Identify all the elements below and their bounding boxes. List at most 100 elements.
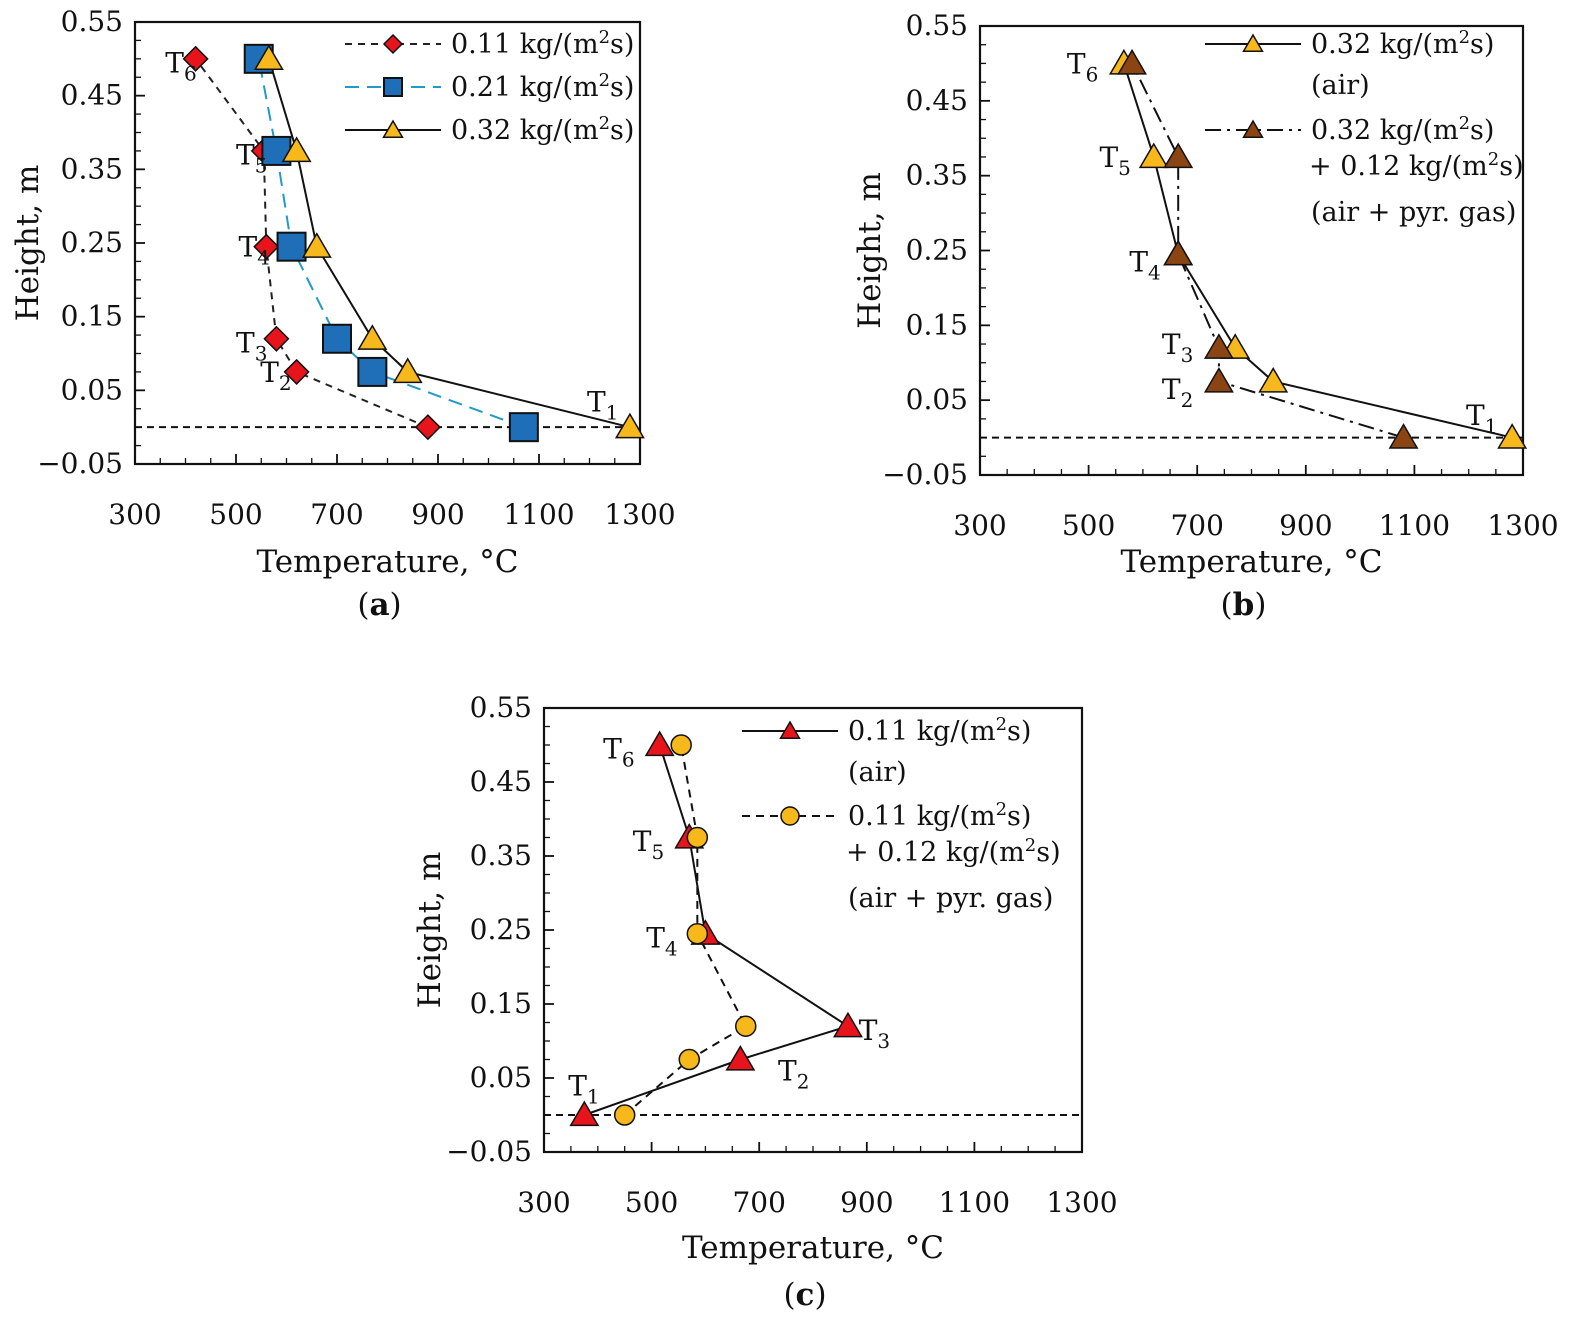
- data-point-series-3: [253, 44, 284, 70]
- legend-label-1-line2: (air): [1311, 70, 1370, 101]
- series-line-3: [267, 58, 631, 429]
- data-point-series-2: [357, 356, 388, 387]
- data-point-series-1: [253, 233, 280, 260]
- y-tick-label: 0.25: [906, 234, 968, 267]
- data-point-series-2: [1203, 333, 1234, 359]
- x-tick-label: 1100: [939, 1186, 1010, 1219]
- x-tick-label: 900: [411, 498, 464, 531]
- y-axis-label: Height, m: [10, 165, 46, 322]
- data-point-series-2: [1203, 366, 1234, 393]
- data-point-series-3: [357, 324, 388, 350]
- chart-panel-b: 0.55 0.45 0.35 0.25 0.15 0.05 −0.05 300 500 700 90…: [852, 9, 1559, 623]
- series-line-1: [1122, 63, 1513, 439]
- y-tick-label: 0.55: [906, 9, 968, 42]
- data-point-series-3: [614, 412, 645, 439]
- x-tick-label: 1300: [1487, 509, 1558, 542]
- y-tick-label: 0.05: [470, 1061, 532, 1094]
- point-label: T6: [603, 733, 634, 772]
- y-tick-label: −0.05: [446, 1135, 532, 1168]
- point-label: T3: [859, 1014, 890, 1053]
- point-label: T6: [165, 47, 196, 86]
- data-point-series-2: [276, 231, 307, 262]
- data-point-series-1: [1138, 142, 1169, 169]
- legend-label-2-line3: (air + pyr. gas): [1311, 197, 1516, 228]
- data-point-series-2: [613, 1104, 636, 1126]
- y-tick-label: −0.05: [882, 458, 968, 491]
- y-axis-label: Height, m: [852, 172, 888, 329]
- x-axis-label: Temperature, °C: [682, 1230, 944, 1266]
- point-label: T2: [1162, 373, 1193, 412]
- data-point-series-2: [670, 734, 692, 756]
- x-tick-label: 300: [517, 1186, 570, 1219]
- legend-label-2: 0.11 kg/(m2s): [848, 799, 1031, 832]
- x-tick-label: 700: [732, 1186, 785, 1219]
- data-point-series-2: [1163, 239, 1194, 266]
- x-tick-label: 500: [625, 1186, 678, 1219]
- data-point-series-1: [833, 1011, 863, 1038]
- y-tick-label: 0.05: [61, 373, 123, 406]
- data-point-series-2: [735, 1015, 757, 1037]
- y-tick-label: 0.05: [906, 383, 968, 416]
- data-point-series-1: [1258, 366, 1289, 393]
- legend-label-2-line2: + 0.12 kg/(m2s): [1309, 149, 1524, 182]
- y-axis-label: Height, m: [412, 852, 448, 1009]
- y-tick-label: 0.15: [61, 300, 123, 333]
- data-point-series-2: [322, 323, 352, 354]
- data-point-series-2: [686, 826, 709, 849]
- legend-label-3: 0.32 kg/(m2s): [451, 113, 634, 146]
- point-label: T5: [633, 825, 664, 864]
- y-tick-label: 0.45: [470, 765, 532, 798]
- x-tick-label: 900: [840, 1186, 893, 1219]
- point-label: T2: [260, 356, 291, 395]
- x-tick-label: 1300: [1046, 1186, 1117, 1219]
- panel-label: (a): [357, 587, 401, 623]
- point-label: T5: [236, 139, 267, 178]
- legend-label-2: 0.21 kg/(m2s): [451, 70, 634, 103]
- data-point-series-1: [182, 45, 209, 72]
- point-label: T1: [568, 1069, 599, 1108]
- point-label: T4: [1129, 246, 1160, 285]
- point-label: T1: [587, 385, 618, 424]
- y-tick-label: 0.45: [61, 79, 123, 112]
- x-tick-label: 900: [1279, 509, 1332, 542]
- y-tick-label: 0.35: [906, 159, 968, 192]
- x-axis-label: Temperature, °C: [256, 544, 518, 580]
- legend-marker-1: [779, 720, 801, 739]
- point-label: T5: [1099, 141, 1130, 180]
- data-point-series-2: [1163, 142, 1194, 169]
- data-point-series-3: [301, 232, 332, 258]
- point-label: T3: [1162, 328, 1193, 367]
- y-tick-label: 0.15: [470, 987, 532, 1020]
- x-tick-label: 500: [209, 498, 262, 531]
- data-point-series-1: [569, 1100, 600, 1127]
- point-label: T6: [1067, 47, 1098, 86]
- data-point-series-1: [644, 730, 675, 757]
- y-tick-label: 0.55: [470, 691, 532, 724]
- legend-label-1: 0.11 kg/(m2s): [451, 27, 634, 60]
- data-point-series-3: [392, 357, 423, 384]
- x-axis-label: Temperature, °C: [1120, 544, 1382, 580]
- legend-label-1: 0.32 kg/(m2s): [1311, 27, 1494, 60]
- data-point-series-1: [414, 414, 441, 441]
- data-point-series-2: [508, 412, 539, 443]
- legend-label-1: 0.11 kg/(m2s): [848, 714, 1031, 747]
- x-tick-label: 1100: [1379, 509, 1450, 542]
- y-tick-label: 0.35: [470, 839, 532, 872]
- panel-label: (b): [1221, 587, 1267, 623]
- legend-marker-1: [382, 33, 404, 55]
- legend-label-2-line3: (air + pyr. gas): [848, 883, 1053, 914]
- data-point-series-1: [725, 1045, 756, 1071]
- legend-marker-2: [1242, 119, 1264, 138]
- y-tick-label: 0.25: [470, 913, 532, 946]
- chart-panel-a: 0.55 0.45 0.35 0.25 0.15 0.05 −0.05 300 500 700 90…: [10, 5, 676, 623]
- legend-marker-1: [1242, 33, 1264, 52]
- point-label: T2: [778, 1055, 809, 1094]
- series-line-1: [194, 58, 429, 429]
- data-point-series-2: [1117, 48, 1147, 75]
- chart-panel-c: 0.55 0.45 0.35 0.25 0.15 0.05 −0.05 300 500 700 90…: [412, 691, 1118, 1313]
- plot-frame: [542, 706, 1084, 1154]
- x-tick-label: 1300: [604, 498, 675, 531]
- y-tick-label: −0.05: [37, 447, 123, 480]
- legend-marker-2: [383, 77, 403, 97]
- data-point-series-1: [263, 325, 290, 352]
